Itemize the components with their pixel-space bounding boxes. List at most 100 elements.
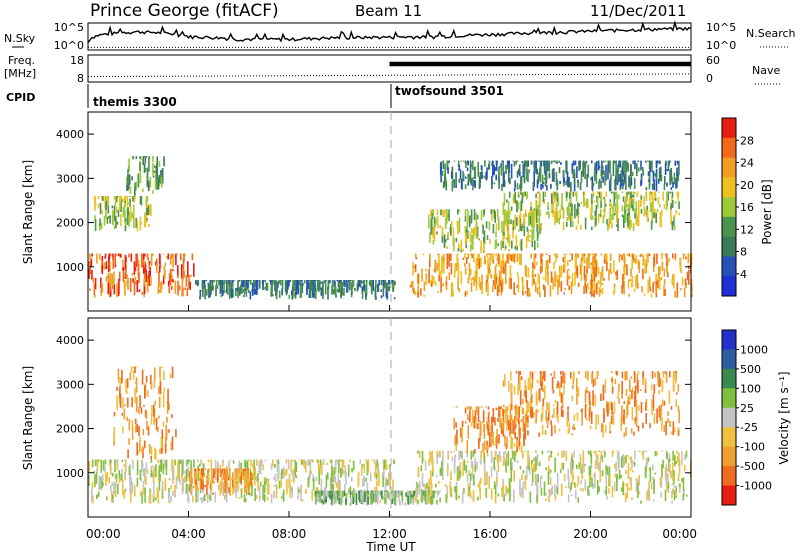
heatmap-cell [480,210,483,221]
heatmap-cell [177,461,179,466]
heatmap-cell [377,283,379,292]
heatmap-cell [606,496,608,500]
x-tick-label: 04:00 [171,527,206,541]
heatmap-cell [654,451,657,456]
heatmap-cell [646,450,648,452]
heatmap-cell [634,208,637,215]
heatmap-cell [558,266,561,279]
heatmap-cell [670,187,673,190]
heatmap-cell [528,169,530,173]
heatmap-cell [504,209,506,211]
heatmap-cell [312,474,314,480]
heatmap-cell [642,371,645,378]
heatmap-cell [270,463,273,471]
heatmap-cell [172,269,174,272]
heatmap-cell [618,398,620,405]
heatmap-cell [409,491,411,505]
heatmap-cell [475,229,478,235]
heatmap-cell [240,472,243,485]
heatmap-cell [491,416,493,426]
heatmap-cell [642,372,644,385]
heatmap-cell [647,489,649,500]
heatmap-cell [442,210,444,218]
heatmap-cell [326,472,329,480]
heatmap-cell [582,161,584,177]
heatmap-cell [315,487,318,490]
heatmap-cell [460,427,462,438]
heatmap-cell [664,289,666,297]
heatmap-cell [308,470,311,480]
heatmap-cell [164,443,167,454]
heatmap-cell [281,469,283,479]
heatmap-cell [506,254,508,264]
heatmap-cell [362,490,365,496]
y-tick-label: 1000 [56,261,84,274]
heatmap-cell [177,275,179,279]
heatmap-cell [91,489,93,503]
heatmap-cell [150,375,152,385]
heatmap-cell [145,410,148,420]
heatmap-cell [617,390,620,399]
heatmap-cell [464,407,467,414]
heatmap-cell [601,270,603,281]
heatmap-cell [574,160,577,166]
heatmap-cell [626,192,629,195]
heatmap-cell [362,493,365,505]
heatmap-cell [613,290,615,296]
heatmap-cell [535,207,538,224]
heatmap-cell [380,280,383,286]
heatmap-cell [495,253,497,257]
heatmap-cell [264,287,266,290]
heatmap-cell [611,222,613,229]
heatmap-cell [677,384,680,392]
heatmap-cell [478,276,481,288]
heatmap-cell [171,366,174,379]
heatmap-cell [593,200,596,203]
heatmap-cell [399,490,401,494]
heatmap-cell [646,209,649,222]
heatmap-cell [548,489,550,493]
heatmap-cell [126,416,128,422]
heatmap-cell [320,289,323,294]
heatmap-cell [502,420,505,430]
heatmap-cell [441,461,443,476]
heatmap-cell [533,412,535,418]
heatmap-cell [449,226,452,234]
heatmap-cell [509,253,512,261]
heatmap-cell [454,454,456,462]
heatmap-cell [392,479,394,495]
heatmap-cell [225,475,228,490]
heatmap-cell [585,160,588,164]
heatmap-cell [182,269,184,281]
heatmap-cell [139,162,141,171]
heatmap-cell [556,211,559,222]
heatmap-cell [534,282,537,293]
heatmap-cell [382,284,385,297]
heatmap-cell [415,257,417,260]
heatmap-cell [249,492,251,497]
heatmap-cell [614,473,617,478]
heatmap-cell [334,476,337,484]
heatmap-cell [393,490,395,496]
heatmap-cell [565,451,568,461]
heatmap-cell [337,486,340,490]
heatmap-cell [519,484,521,496]
heatmap-cell [361,290,364,299]
heatmap-cell [388,492,391,501]
heatmap-cell [651,194,653,200]
heatmap-cell [648,481,650,494]
heatmap-cell [577,202,579,217]
heatmap-cell [598,463,600,468]
heatmap-cell [97,491,100,497]
heatmap-cell [674,253,677,261]
heatmap-cell [492,160,494,171]
heatmap-cell [516,246,518,251]
freq-tick-top: 18 [70,54,84,67]
heatmap-cell [467,160,469,166]
heatmap-cell [276,459,278,466]
heatmap-cell [242,468,245,476]
heatmap-cell [281,288,283,296]
heatmap-cell [158,479,161,491]
heatmap-cell [145,375,148,383]
